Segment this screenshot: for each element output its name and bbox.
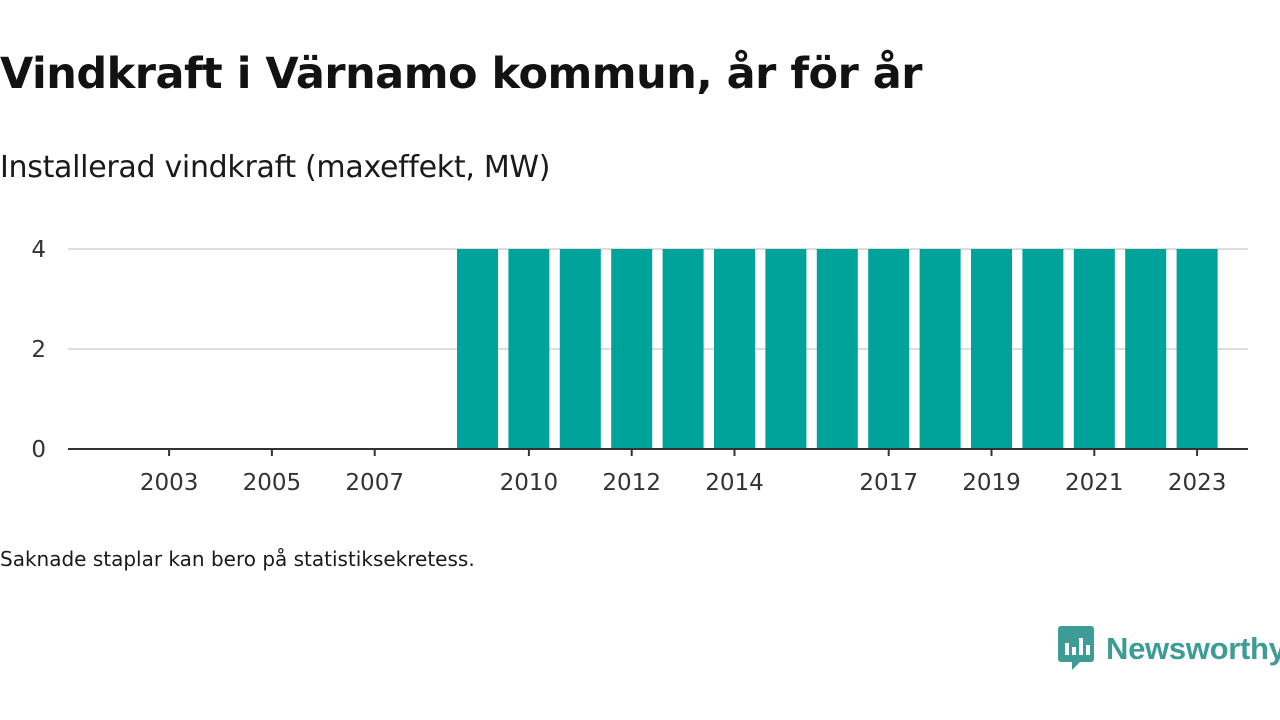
bar-2011: [559, 249, 601, 449]
bar-2014: [714, 249, 755, 449]
bar-2020: [1022, 249, 1064, 449]
chart-subtitle: Installerad vindkraft (maxeffekt, MW): [0, 150, 551, 185]
bar-2022: [1125, 249, 1167, 449]
x-tick-label: 2017: [859, 470, 918, 496]
gridlines: [68, 248, 1248, 350]
bar-2016: [816, 249, 858, 449]
bar-2018: [919, 249, 961, 449]
bar-2013: [662, 249, 704, 449]
bar-chart: 0 2 4 2003 2005 2007 2010 2012 2014 2017 2019 2021 2…: [31, 237, 1248, 496]
x-tick-label: 2014: [705, 470, 764, 496]
brand-name: Newsworthy: [1106, 631, 1280, 666]
x-tick-label: 2003: [140, 470, 199, 496]
bar-2021: [1073, 249, 1115, 449]
y-tick-label: 4: [31, 237, 46, 263]
bars: [457, 249, 1218, 449]
bar-2019: [971, 249, 1012, 449]
bar-2017: [868, 249, 910, 449]
x-tick-label: 2023: [1168, 470, 1227, 496]
bar-2010: [508, 249, 550, 449]
bar-2023: [1176, 249, 1218, 449]
newsworthy-logo: Newsworthy: [1058, 626, 1280, 672]
bar-2015: [765, 249, 807, 449]
x-tick-label: 2010: [500, 470, 559, 496]
x-tick-label: 2007: [345, 470, 404, 496]
x-tick-label: 2005: [243, 470, 302, 496]
x-tick-label: 2021: [1065, 470, 1124, 496]
x-tick-label: 2012: [602, 470, 661, 496]
bar-2012: [611, 249, 653, 449]
newsworthy-logo-icon: [1058, 626, 1094, 670]
chart-title: Vindkraft i Värnamo kommun, år för år: [0, 49, 922, 99]
x-tick-label: 2019: [962, 470, 1021, 496]
bar-2009: [457, 249, 498, 449]
y-tick-label: 2: [31, 337, 46, 363]
y-tick-label: 0: [31, 437, 46, 463]
footnote: Saknade staplar kan bero på statistiksek…: [0, 547, 475, 571]
axes: 0 2 4 2003 2005 2007 2010 2012 2014 2017 2019 2021 2…: [31, 237, 1248, 496]
